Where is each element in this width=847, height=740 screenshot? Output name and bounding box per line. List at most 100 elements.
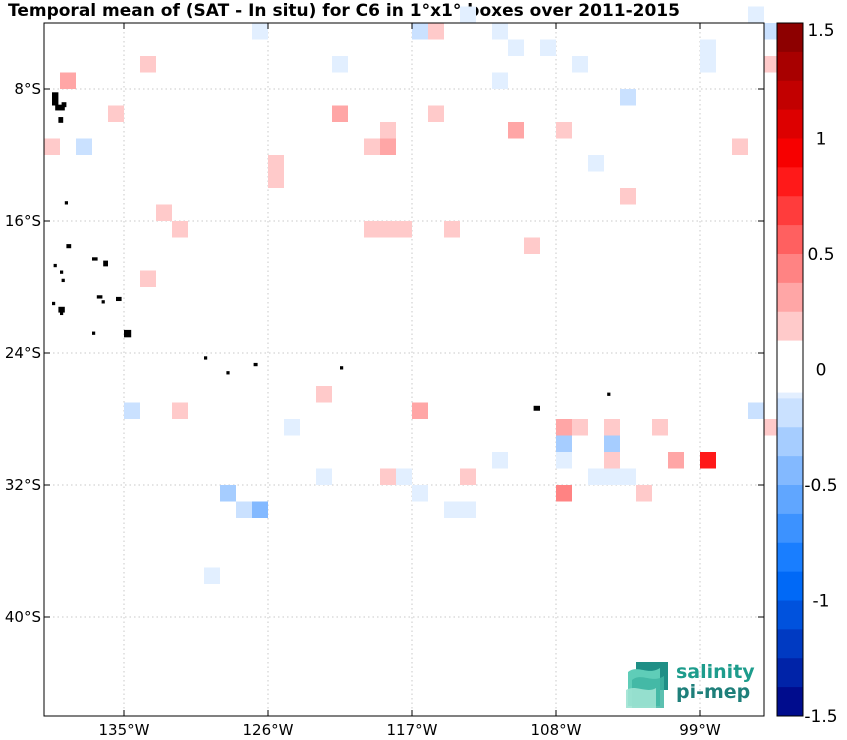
data-cell — [124, 402, 140, 419]
colorbar-bin — [777, 485, 803, 515]
x-axis-ticks: 135°W 126°W 117°W 108°W 99°W — [99, 23, 721, 739]
logo-line-1: salinity — [676, 661, 755, 683]
data-cell — [620, 468, 636, 485]
x-tick-label: 126°W — [243, 721, 294, 739]
data-cell — [332, 105, 348, 122]
data-cell — [604, 435, 620, 452]
island-mark — [58, 117, 64, 123]
island-mark — [533, 405, 540, 411]
data-cell — [492, 72, 508, 89]
data-cell — [204, 567, 220, 584]
data-cell — [588, 468, 604, 485]
island-mark — [58, 306, 65, 313]
data-cell — [668, 452, 684, 469]
island-mark — [52, 301, 56, 306]
data-cell — [700, 452, 716, 469]
island-mark — [92, 331, 96, 335]
data-cell — [364, 138, 380, 155]
data-cell — [428, 23, 444, 40]
colorbar-bin — [777, 456, 803, 486]
data-cell — [44, 138, 60, 155]
island-mark — [92, 257, 98, 261]
data-cell — [748, 402, 764, 419]
data-cell — [172, 402, 188, 419]
island-mark — [52, 92, 59, 106]
colorbar-bin — [777, 23, 803, 53]
logo-line-2: pi-mep — [676, 681, 750, 703]
salinity-pi-mep-logo: salinity pi-mep — [626, 661, 755, 708]
island-mark — [101, 300, 105, 304]
colorbar-tick-label: -1 — [813, 592, 830, 612]
data-cell — [620, 89, 636, 106]
data-cell — [460, 6, 476, 23]
data-cell — [652, 419, 668, 436]
data-cell — [636, 485, 652, 502]
data-cell — [556, 485, 572, 502]
data-cell — [732, 138, 748, 155]
island-mark — [55, 104, 65, 111]
data-cell — [412, 402, 428, 419]
data-cell — [556, 452, 572, 469]
y-tick-label: 8°S — [14, 80, 41, 98]
colorbar-bin — [777, 167, 803, 197]
data-cell — [220, 485, 236, 502]
data-cell — [700, 39, 716, 56]
data-cell — [700, 56, 716, 73]
colorbar-bin — [777, 51, 803, 82]
island-mark — [96, 295, 103, 299]
data-cell — [140, 270, 156, 287]
chart-title: Temporal mean of (SAT - In situ) for C6 … — [8, 1, 680, 21]
island-mark — [61, 102, 67, 108]
colorbar-bin — [777, 571, 803, 601]
data-cell — [380, 122, 396, 139]
colorbar-bin — [777, 542, 803, 573]
data-cell — [156, 204, 172, 221]
data-cell — [540, 39, 556, 56]
data-cells — [44, 6, 780, 584]
island-mark — [66, 244, 72, 249]
island-mark — [61, 278, 65, 283]
data-cell — [444, 501, 460, 518]
colorbar-bin — [777, 398, 803, 428]
island-mark — [53, 263, 57, 268]
data-cell — [508, 122, 524, 139]
data-cell — [380, 138, 396, 155]
island-mark — [226, 371, 230, 375]
data-cell — [60, 72, 76, 89]
data-cell — [572, 419, 588, 436]
colorbar-bin — [777, 80, 803, 111]
island-mark — [607, 392, 611, 396]
map-area: 135°W 126°W 117°W 108°W 99°W 8°S 16°S 24°S 32°S… — [5, 6, 780, 739]
x-tick-label: 117°W — [387, 721, 438, 739]
data-cell — [284, 419, 300, 436]
data-cell — [332, 56, 348, 73]
data-cell — [508, 39, 524, 56]
island-mark — [204, 356, 208, 360]
colorbar-bin — [777, 427, 803, 457]
map-background — [44, 23, 764, 716]
data-cell — [556, 419, 572, 436]
data-cell — [492, 452, 508, 469]
data-cell — [268, 155, 284, 172]
data-cell — [572, 56, 588, 73]
colorbar-tick-label: 0.5 — [807, 245, 834, 265]
colorbar-tick-label: -0.5 — [804, 476, 837, 496]
data-cell — [364, 221, 380, 238]
x-tick-label: 99°W — [679, 721, 721, 739]
data-cell — [412, 23, 428, 40]
y-tick-label: 24°S — [5, 344, 41, 362]
data-cell — [140, 56, 156, 73]
colorbar-zero-band — [777, 340, 803, 393]
data-cell — [604, 419, 620, 436]
data-cell — [236, 501, 252, 518]
island-mark — [124, 329, 132, 338]
colorbar-bin — [777, 600, 803, 630]
colorbar-bin — [777, 254, 803, 284]
island-mark — [60, 311, 64, 316]
data-cell — [252, 23, 268, 40]
island-mark — [103, 260, 108, 267]
colorbar-bin — [777, 658, 803, 688]
colorbar-bin — [777, 225, 803, 255]
data-cell — [76, 138, 92, 155]
data-cell — [556, 435, 572, 452]
